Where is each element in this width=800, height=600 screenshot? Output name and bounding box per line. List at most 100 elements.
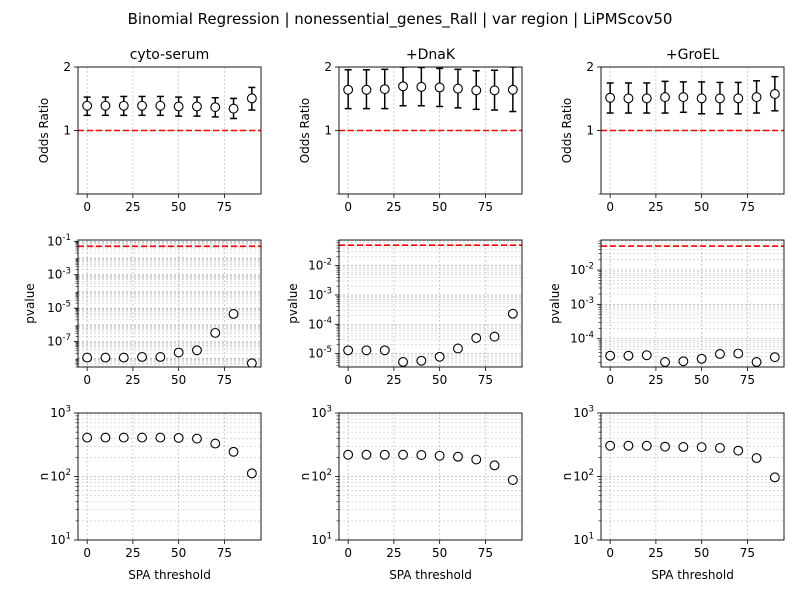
axes-frame <box>338 412 523 541</box>
data-point <box>416 355 427 366</box>
data-point <box>678 92 689 103</box>
data-point <box>507 308 518 319</box>
data-point <box>751 453 762 464</box>
data-point <box>489 85 500 96</box>
data-point <box>82 352 93 363</box>
data-point <box>434 351 445 362</box>
data-point <box>769 472 780 483</box>
y-tick-label: 102 <box>50 468 71 483</box>
y-tick-label: 1 <box>63 124 71 138</box>
x-tick-label: 75 <box>740 373 755 387</box>
data-point <box>100 432 111 443</box>
panel-1: 0 25 50 75 1 2 cyto-serum Odds Ratio <box>37 47 262 214</box>
x-tick-label: 0 <box>606 546 614 560</box>
data-point <box>453 83 463 94</box>
data-point <box>118 352 129 363</box>
panel-5: 0 25 50 75 10-5 10-4 10-3 10-2 pvalue <box>286 239 523 387</box>
data-point <box>416 81 427 92</box>
data-point <box>173 432 184 443</box>
x-tick-label: 50 <box>694 200 709 214</box>
data-point <box>246 468 257 479</box>
data-point <box>361 449 372 460</box>
data-point <box>696 93 707 104</box>
x-tick-label: 0 <box>606 373 614 387</box>
plot-area <box>339 67 522 194</box>
y-tick-label: 101 <box>311 532 332 547</box>
data-point <box>173 101 184 112</box>
data-point <box>641 93 652 104</box>
data-point <box>398 81 408 92</box>
data-point <box>660 357 670 367</box>
data-point <box>453 343 463 354</box>
figure-suptitle: Binomial Regression | nonessential_genes… <box>128 10 673 29</box>
x-tick-label: 50 <box>694 546 709 560</box>
data-point <box>379 84 390 95</box>
data-point <box>137 100 148 111</box>
y-tick-label: 10-4 <box>308 316 332 331</box>
panel-title: +GroEL <box>666 47 719 63</box>
data-point <box>343 449 354 460</box>
data-point <box>471 85 482 96</box>
y-axis-label: pvalue <box>23 283 37 323</box>
x-tick-label: 0 <box>83 546 91 560</box>
x-tick-label: 25 <box>125 546 140 560</box>
data-point <box>210 327 221 338</box>
y-tick-label: 10-4 <box>570 330 594 345</box>
panel-7: 0 25 50 75 101 102 103 n SPA threshold <box>37 405 262 582</box>
y-tick-label: 102 <box>573 468 594 483</box>
data-point <box>210 438 221 449</box>
x-tick-label: 25 <box>386 373 401 387</box>
y-tick-label: 10-7 <box>47 333 71 348</box>
y-tick-label: 1 <box>586 124 594 138</box>
data-point <box>660 92 670 103</box>
data-point <box>343 84 354 95</box>
data-point <box>733 445 744 456</box>
y-axis-label: n <box>298 473 312 481</box>
x-tick-label: 75 <box>478 373 493 387</box>
x-axis-label: SPA threshold <box>389 568 472 582</box>
data-point <box>507 84 518 95</box>
data-point <box>361 84 372 95</box>
data-point <box>118 432 129 443</box>
data-point <box>434 450 445 461</box>
plot-area <box>78 67 261 194</box>
panel-2: 0 25 50 75 1 2 +DnaK Odds Ratio <box>298 47 523 214</box>
x-tick-label: 0 <box>344 200 352 214</box>
data-point <box>82 432 93 443</box>
axes-frame <box>600 412 785 541</box>
data-point <box>379 345 390 356</box>
y-tick-label: 101 <box>573 532 594 547</box>
data-point <box>173 347 184 358</box>
plot-area <box>601 67 784 194</box>
data-point <box>228 446 239 457</box>
y-axis-label: n <box>560 473 574 481</box>
y-axis-label: Odds Ratio <box>560 98 574 164</box>
plot-area <box>78 413 261 540</box>
y-tick-label: 10-3 <box>570 296 594 311</box>
y-tick-label: 10-2 <box>570 262 594 277</box>
x-tick-label: 50 <box>432 546 447 560</box>
data-point <box>623 440 634 451</box>
data-point <box>82 100 93 111</box>
x-tick-label: 50 <box>694 373 709 387</box>
x-tick-label: 25 <box>386 546 401 560</box>
data-point <box>453 451 463 462</box>
x-tick-label: 50 <box>171 200 186 214</box>
panels: 0 25 50 75 1 2 cyto-serum Odds Ratio 0 25 50 75 1 2 +D… <box>23 47 785 582</box>
data-point <box>751 357 762 367</box>
panel-6: 0 25 50 75 10-4 10-3 10-2 pvalue <box>548 239 785 387</box>
plot-area <box>339 413 522 540</box>
data-point <box>605 440 616 451</box>
data-point <box>100 100 111 111</box>
data-point <box>434 82 445 93</box>
y-tick-label: 2 <box>586 60 594 74</box>
data-point <box>660 441 670 452</box>
y-tick-label: 103 <box>573 405 594 420</box>
x-tick-label: 75 <box>217 546 232 560</box>
x-tick-label: 75 <box>478 200 493 214</box>
y-tick-label: 102 <box>311 468 332 483</box>
data-point <box>733 348 744 359</box>
x-tick-label: 50 <box>432 200 447 214</box>
data-point <box>733 93 744 104</box>
